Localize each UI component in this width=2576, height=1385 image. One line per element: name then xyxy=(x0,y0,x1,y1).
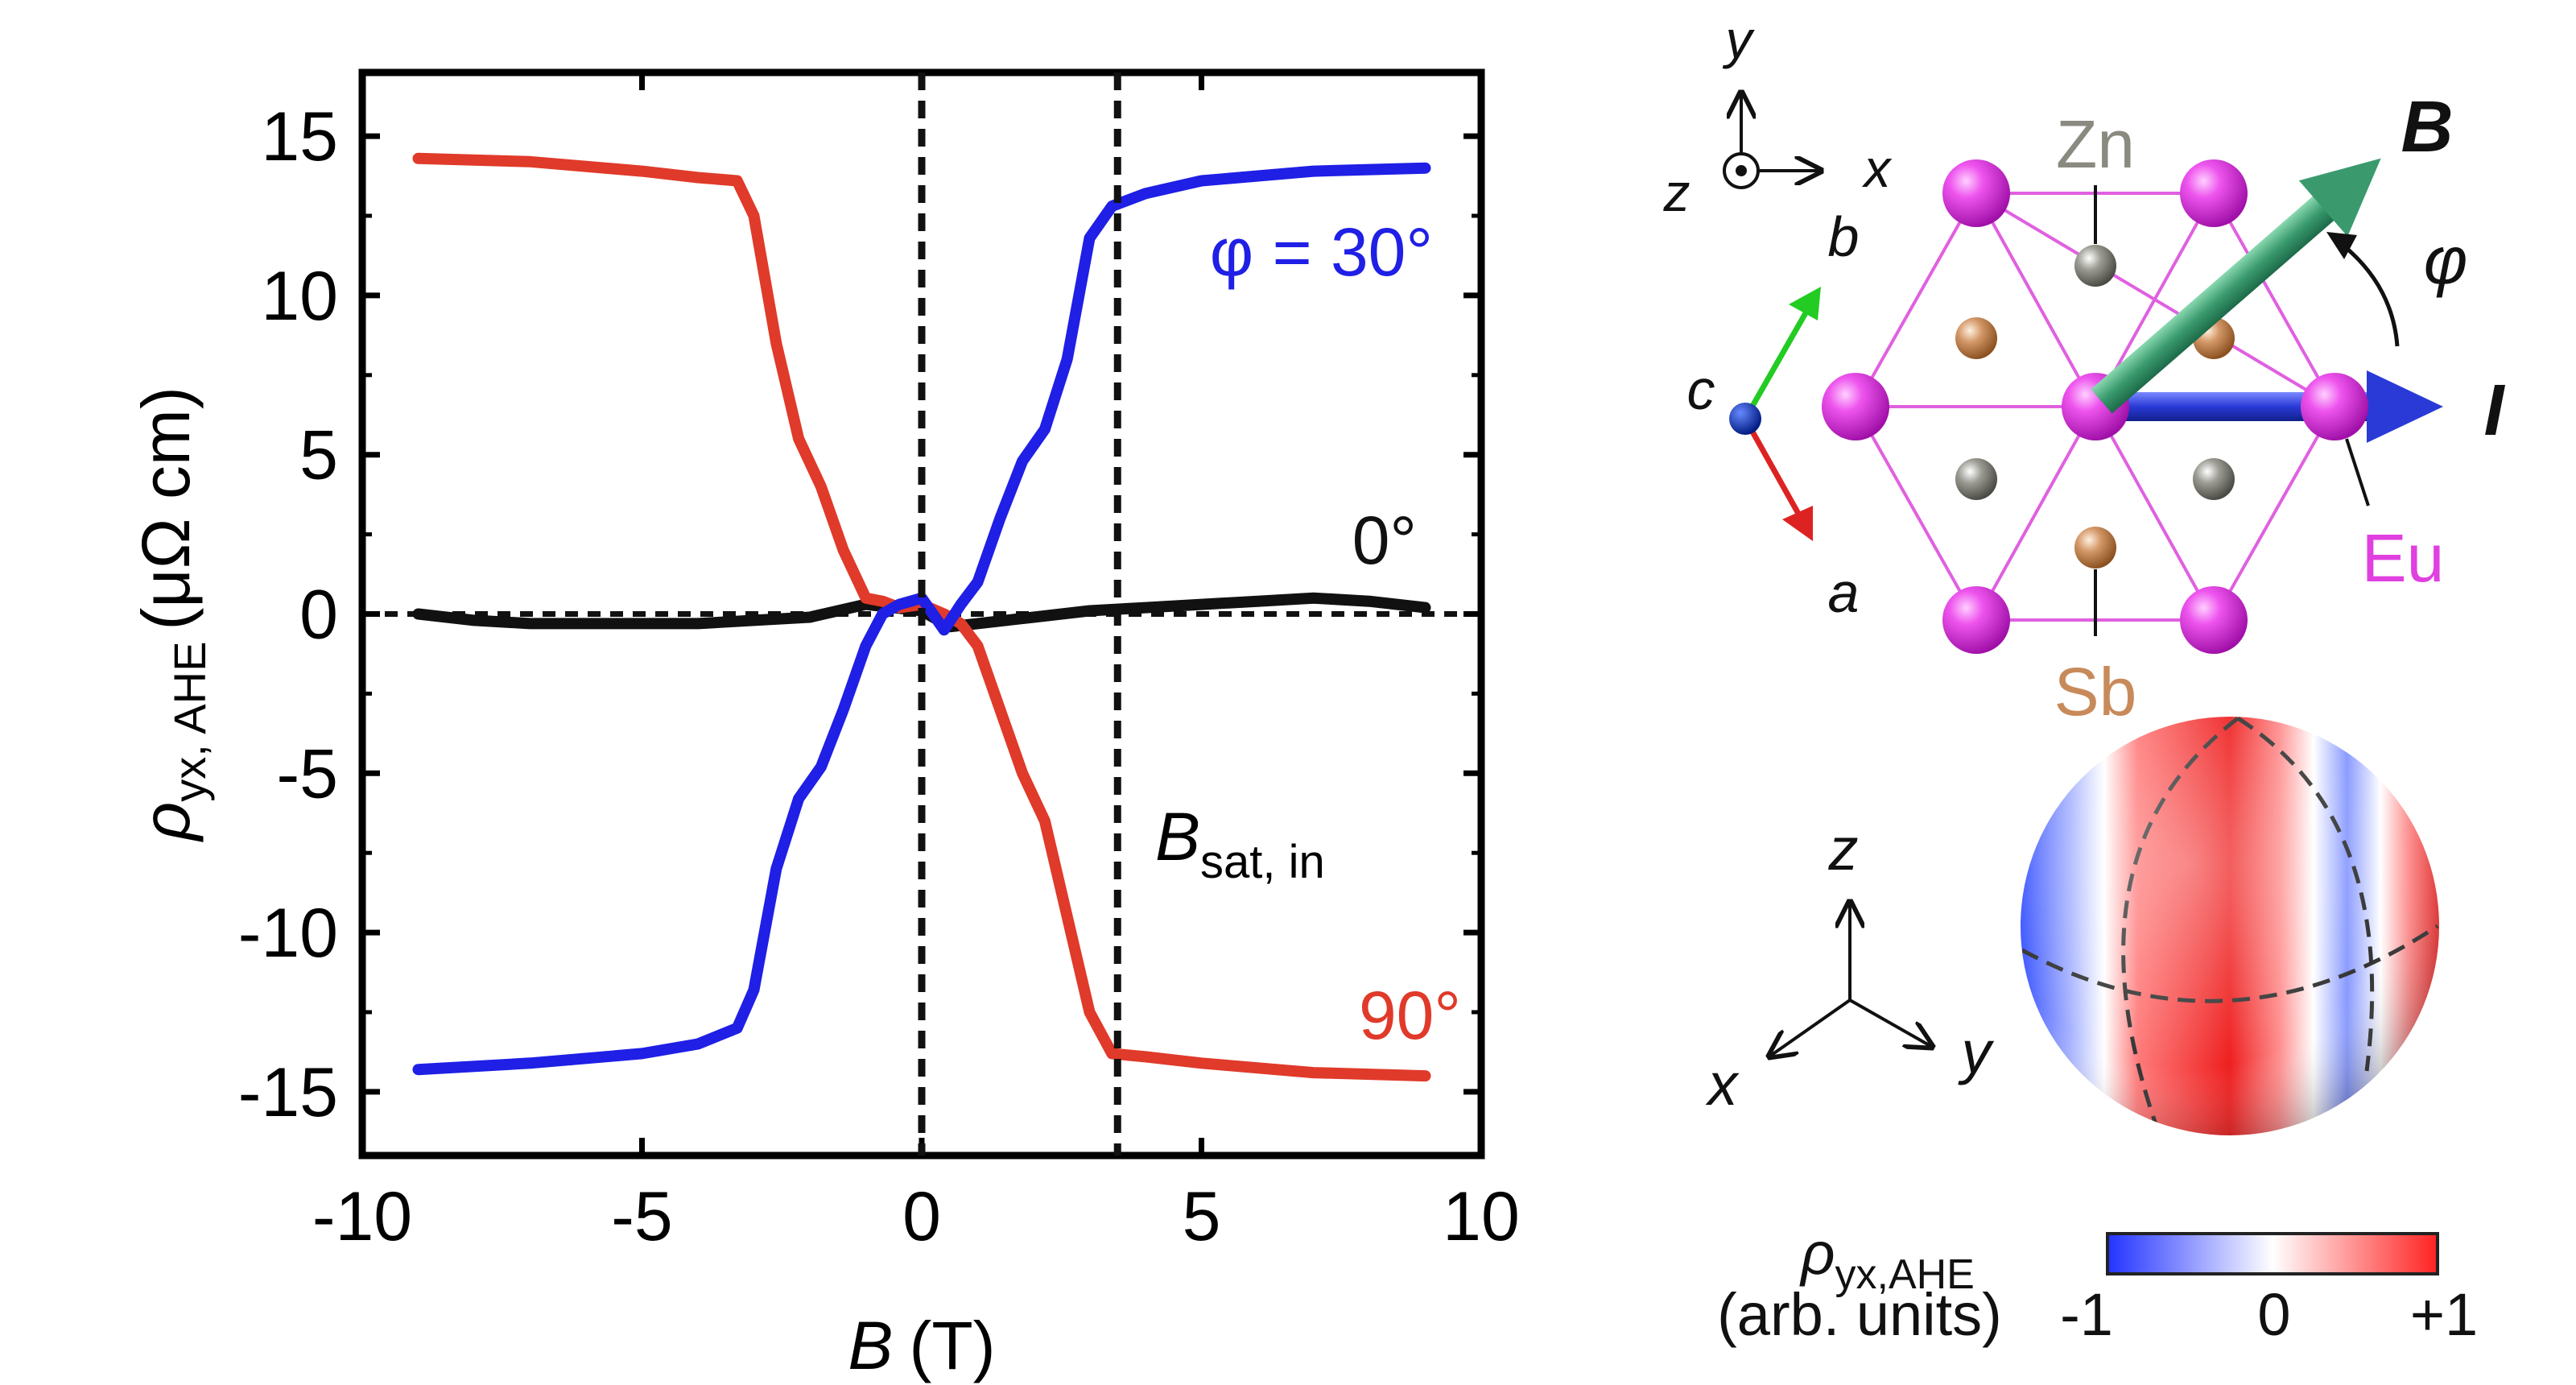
c-axis-dot xyxy=(1729,403,1761,435)
field-arrow xyxy=(2091,158,2381,414)
sphere-axis-y: y xyxy=(1958,1019,1995,1085)
vlines-layer xyxy=(918,72,1121,1156)
bsat-annotation: Bsat, in xyxy=(1155,799,1325,888)
sphere xyxy=(2021,717,2439,1135)
field-label-b: B xyxy=(2401,87,2454,167)
atom-eu xyxy=(1942,586,2010,654)
y-axis-label: ρyx, AHE(μΩ cm) xyxy=(128,387,215,843)
y-tick-label: 5 xyxy=(299,417,338,494)
xyz-axes xyxy=(1723,93,1821,189)
atom-label-zn: Zn xyxy=(2056,106,2135,182)
sphere-axis-x: x xyxy=(1706,1051,1740,1118)
y-tick-label: 0 xyxy=(299,577,338,654)
series-label-0: 0° xyxy=(1352,502,1417,578)
sphere-axis-z: z xyxy=(1828,816,1859,883)
sphere-xyz-axes xyxy=(1769,902,1932,1056)
ticks-layer: -10 -5 0 5 10 15 10 5 0 -5 -10 -15 xyxy=(238,72,1520,1255)
crystal-axis-a: a xyxy=(1828,561,1860,624)
series-label-30: φ = 30° xyxy=(1210,214,1433,290)
atom-eu xyxy=(1942,159,2010,227)
atom-label-sb: Sb xyxy=(2054,654,2137,730)
colorbar-mid: 0 xyxy=(2257,1281,2290,1348)
angle-arc-head xyxy=(2326,232,2357,259)
x-tick-label: -10 xyxy=(312,1178,412,1255)
angle-label-phi: φ xyxy=(2424,222,2468,298)
atom-zn xyxy=(2193,458,2235,500)
atom-zn xyxy=(1955,458,1997,500)
series-label-90: 90° xyxy=(1359,978,1461,1053)
a-axis-arrowhead xyxy=(1782,506,1813,541)
axis-label-y: y xyxy=(1723,10,1756,69)
y-tick-label: 10 xyxy=(261,258,338,335)
sphere-panel: z y x -1 0 +1 ρyx,AHE (arb. units) xyxy=(1706,717,2478,1348)
b-axis-arrowhead xyxy=(1789,287,1821,320)
current-label-i: I xyxy=(2483,370,2505,451)
atom-eu xyxy=(2180,586,2248,654)
b-axis-arrow xyxy=(1742,304,1813,420)
y-tick-label: -15 xyxy=(238,1054,338,1131)
eu-leader xyxy=(2345,438,2370,506)
atom-eu xyxy=(1822,373,1889,440)
y-tick-label: 15 xyxy=(261,98,338,176)
crystal-diagram: y x z b c a xyxy=(1663,10,2506,730)
colorbar-quantity: ρyx,AHE xyxy=(1799,1220,1975,1298)
x-tick-label: 5 xyxy=(1183,1178,1221,1255)
x-axis-label: B (T) xyxy=(848,1308,995,1383)
crystal-axis-c: c xyxy=(1687,358,1715,421)
atom-label-eu: Eu xyxy=(2362,520,2445,596)
series-line-0 xyxy=(412,162,1431,1076)
angle-arc xyxy=(2337,240,2400,347)
y-tick-label: -10 xyxy=(238,895,338,972)
axis-label-x: x xyxy=(1862,138,1893,198)
x-tick-label: -5 xyxy=(611,1178,672,1255)
x-tick-label: 10 xyxy=(1443,1178,1520,1255)
atom-zn xyxy=(2074,245,2116,287)
colorbar-units: (arb. units) xyxy=(1717,1281,2002,1348)
crystal-axis-b: b xyxy=(1828,205,1860,268)
axis-label-z: z xyxy=(1663,163,1690,222)
colorbar-max: +1 xyxy=(2410,1281,2478,1348)
atom-sb xyxy=(2074,527,2116,568)
a-axis-arrow xyxy=(1742,417,1805,521)
atom-eu xyxy=(2180,159,2248,227)
y-tick-label: -5 xyxy=(277,735,338,812)
colorbar xyxy=(2106,1232,2439,1275)
atom-sb xyxy=(1955,317,1997,359)
atom-eu xyxy=(2301,373,2368,440)
x-tick-label: 0 xyxy=(902,1178,941,1255)
colorbar-min: -1 xyxy=(2060,1281,2113,1348)
